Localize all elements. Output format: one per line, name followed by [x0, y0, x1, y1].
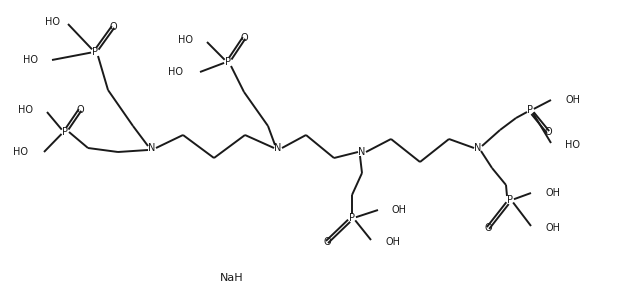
- Text: OH: OH: [545, 223, 560, 233]
- Text: P: P: [225, 57, 231, 67]
- Text: P: P: [507, 195, 513, 205]
- Text: P: P: [92, 47, 98, 57]
- Text: HO: HO: [23, 55, 38, 65]
- Text: HO: HO: [178, 35, 193, 45]
- Text: P: P: [349, 213, 355, 223]
- Text: HO: HO: [13, 147, 28, 157]
- Text: HO: HO: [45, 17, 60, 27]
- Text: HO: HO: [565, 140, 580, 150]
- Text: P: P: [527, 105, 533, 115]
- Text: OH: OH: [545, 188, 560, 198]
- Text: O: O: [544, 127, 552, 137]
- Text: N: N: [358, 147, 366, 157]
- Text: HO: HO: [168, 67, 183, 77]
- Text: N: N: [474, 143, 482, 153]
- Text: O: O: [323, 237, 331, 247]
- Text: OH: OH: [392, 205, 407, 215]
- Text: O: O: [76, 105, 84, 115]
- Text: P: P: [62, 127, 68, 137]
- Text: O: O: [484, 223, 492, 233]
- Text: N: N: [148, 143, 156, 153]
- Text: NaH: NaH: [220, 273, 244, 283]
- Text: O: O: [240, 33, 248, 43]
- Text: HO: HO: [18, 105, 33, 115]
- Text: OH: OH: [385, 237, 400, 247]
- Text: N: N: [274, 143, 282, 153]
- Text: OH: OH: [565, 95, 580, 105]
- Text: O: O: [109, 22, 117, 32]
